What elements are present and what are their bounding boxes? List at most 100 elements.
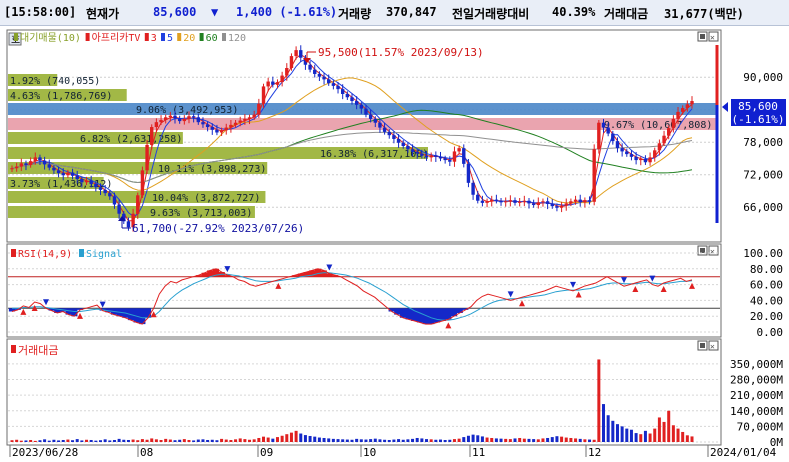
volume-y-axis: 350,000M 280,000M 210,000M 140,000M 70,000M 0… [730,358,783,449]
candle-body [667,128,671,136]
volume-bar [234,439,238,442]
volume-bar [164,438,168,442]
candle-body [42,160,47,165]
volume-tick-label: 140,000M [730,405,783,418]
volume-bar [602,404,606,442]
volume-bar [480,436,484,442]
candle-body [448,160,452,162]
volume-bar [248,439,252,442]
close-icon: ✕ [710,247,715,256]
candle-body [354,101,359,105]
candle-body [294,50,298,57]
volume-bar [331,438,335,442]
candle-body [168,115,173,118]
volume-bar [98,440,102,442]
candle-body [215,129,219,133]
candle-body [499,200,503,203]
volume-bar [85,439,89,442]
volume-bar [560,436,564,442]
volume-bar [71,440,75,442]
price-zone-bar [8,177,104,189]
volume-bar [615,424,619,442]
candle-body [89,180,93,184]
candle-body [38,157,42,161]
volume-bar [220,438,224,442]
candle-body [559,205,564,208]
volume-bar [518,437,522,442]
candle-body [187,116,191,119]
candle-body [56,170,61,174]
rsi-tick-label: 80.00 [750,263,783,276]
volume-bar [178,439,182,442]
volume-close-button[interactable] [708,340,719,351]
volume-bar [19,440,23,442]
candle-body [196,117,201,123]
volume-bar [243,439,247,442]
volume-bar [532,439,536,442]
volume-tick-label: 0M [770,436,784,449]
current-price-tag-change: (-1.61%) [732,113,785,126]
candle-body [47,164,51,168]
volume-bar [29,439,33,442]
volume-bar [355,438,359,442]
price-label: 현재가 [86,7,120,21]
candle-body [480,200,485,203]
panel-close-button[interactable] [708,31,719,42]
volume-bar [592,439,596,442]
price-zone-bar [8,89,127,101]
volume-bar [681,431,685,442]
volume-bar [285,434,289,442]
candle-body [52,167,56,171]
candle-body [285,68,289,76]
candle-body [159,120,163,123]
volume-bar [466,435,470,442]
low-annotation: 61,700(-27.92% 2023/07/26) [118,216,304,235]
price-zone-bar [8,74,58,86]
x-axis: 2023/06/28 08 09 10 11 12 2024/01/04 [9,445,777,459]
price-tick-label: 90,000 [743,71,783,84]
volume-bar [639,434,643,442]
rsi-close-button[interactable] [708,245,719,256]
candle-body [24,163,28,165]
volume-bar [327,438,331,442]
chart-canvas: 1.92% (740,055) 4.63% (1,786,769) 9.06% (3… [6,29,786,459]
candle-body [606,127,610,134]
volume-bar [173,440,177,442]
volume-bar [140,439,144,442]
time-display: [15:58:00] [4,5,77,19]
rsi-buy-arrow-icon [575,291,582,298]
candle-body [611,133,615,142]
volume-bar [438,439,442,442]
volume-bar [150,438,154,442]
rsi-legend-label: RSI(14,9) [18,249,72,260]
legend-swatch [14,33,18,41]
candle-body [350,97,354,102]
volume-bar [182,439,186,442]
volume-panel-frame [6,338,722,446]
volume-bar [569,437,573,442]
legend-label: 60 [206,33,218,44]
volume-bar [597,359,601,442]
volume-bar [94,440,98,442]
candle-body [508,200,513,202]
candle-body [299,50,303,58]
volume-bar [359,439,363,442]
candle-body [84,180,89,183]
volume-bar [620,426,624,442]
legend-swatch [177,33,182,41]
volume-bar [499,438,503,442]
volume-bar [667,410,671,442]
rsi-sell-arrow-icon [570,281,576,288]
rsi-sell-arrow-icon [99,301,106,308]
volume-bar [122,439,126,442]
volume-bar [294,430,298,442]
candle-body [224,127,228,131]
maximize-icon [700,248,705,253]
rsi-buy-arrow-icon [445,322,452,329]
volume-bar [313,436,317,442]
volume-bar [522,438,526,442]
volume-bar [266,437,270,442]
volume-bar [299,433,303,442]
signal-legend-swatch [79,249,84,257]
candle-body [94,183,98,188]
